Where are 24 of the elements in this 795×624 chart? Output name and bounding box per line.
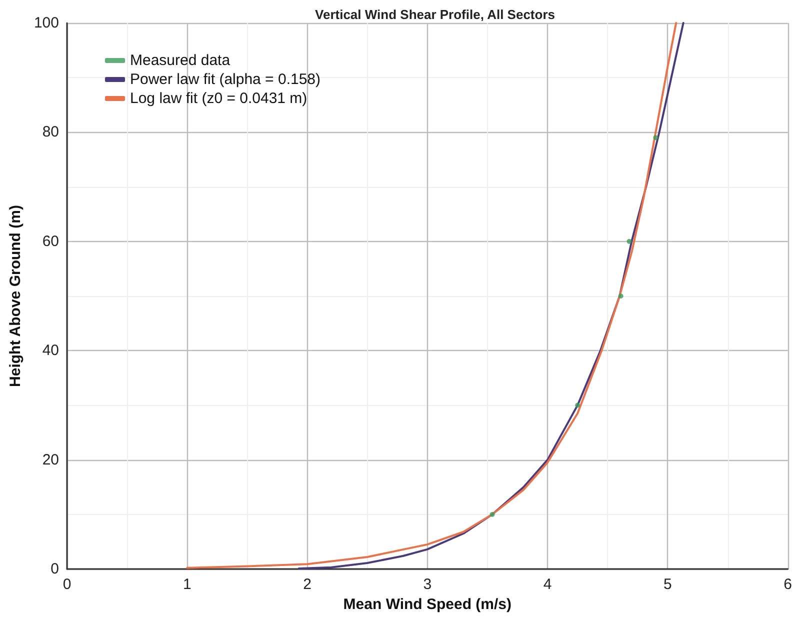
x-tick-label: 0 [62, 576, 72, 593]
legend-label: Power law fit (alpha = 0.158) [130, 71, 321, 88]
x-tick-label: 2 [303, 576, 312, 593]
x-tick-label: 4 [543, 576, 552, 593]
y-tick-label: 60 [42, 232, 59, 250]
x-tick-label: 1 [182, 576, 192, 593]
y-tick-label: 20 [42, 451, 59, 468]
x-tick-label: 5 [664, 576, 672, 593]
x-tick-label: 6 [784, 576, 792, 593]
y-tick-label: 100 [34, 14, 59, 32]
point [575, 402, 580, 408]
y-axis-title: Height Above Ground (m) [7, 205, 24, 387]
x-axis-title: Mean Wind Speed (m/s) [343, 596, 512, 613]
legend-label: Log law fit (z0 = 0.0431 m) [130, 90, 308, 107]
chart-title: Vertical Wind Shear Profile, All Sectors [315, 7, 555, 22]
y-tick-label: 40 [42, 342, 59, 360]
point [653, 135, 658, 140]
point [618, 294, 624, 298]
point [490, 512, 495, 517]
x-tick-label: 3 [423, 576, 432, 593]
y-tick-label: 0 [50, 560, 59, 578]
y-tick-label: 80 [42, 124, 59, 141]
legend-label: Measured data [130, 52, 231, 69]
point [626, 238, 632, 244]
